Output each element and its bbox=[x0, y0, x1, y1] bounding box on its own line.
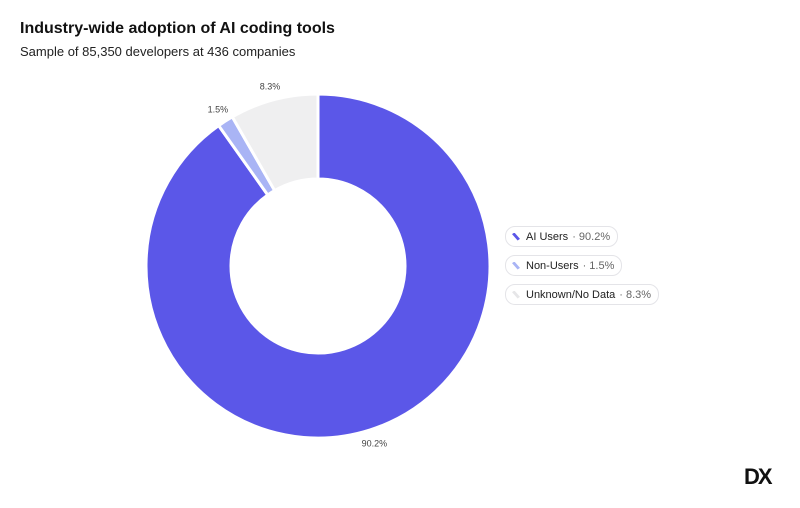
dx-logo: DX bbox=[744, 464, 773, 489]
legend-item-ai-users[interactable]: AI Users · 90.2% bbox=[505, 226, 619, 247]
legend-swatch-icon bbox=[512, 261, 520, 270]
legend-pct: · 8.3% bbox=[619, 288, 652, 301]
legend-swatch-icon bbox=[512, 232, 520, 241]
data-label: 1.5% bbox=[208, 104, 229, 114]
legend-item-unknown[interactable]: Unknown/No Data · 8.3% bbox=[505, 284, 660, 305]
slice-unknown-no-data[interactable] bbox=[230, 92, 320, 193]
data-label: 8.3% bbox=[260, 81, 281, 91]
chart-title: Industry-wide adoption of AI coding tool… bbox=[20, 20, 335, 37]
legend-swatch-icon bbox=[512, 290, 520, 299]
chart-subtitle: Sample of 85,350 developers at 436 compa… bbox=[20, 44, 296, 59]
legend-item-non-users[interactable]: Non-Users · 1.5% bbox=[505, 255, 623, 276]
legend-pct: · 1.5% bbox=[582, 259, 615, 272]
data-label: 90.2% bbox=[362, 438, 388, 448]
legend-pct: · 90.2% bbox=[572, 230, 611, 243]
legend-label: Unknown/No Data bbox=[526, 288, 616, 301]
legend-label: Non-Users bbox=[526, 259, 579, 272]
legend-label: AI Users bbox=[526, 230, 569, 243]
legend: AI Users · 90.2% Non-Users · 1.5% Unknown/… bbox=[505, 226, 660, 313]
slice-ai-users[interactable] bbox=[144, 92, 492, 440]
